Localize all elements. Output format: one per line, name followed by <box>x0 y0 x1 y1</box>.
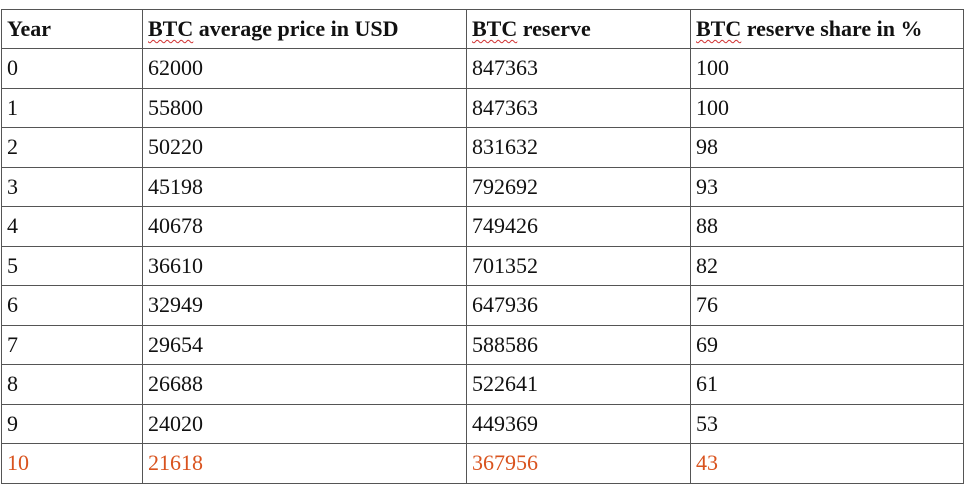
table-row: 6 32949 647936 76 <box>1 285 964 326</box>
table-header-row: Year BTC average price in USD BTC reserv… <box>1 9 964 49</box>
cell-btc-reserve: 522641 <box>466 364 691 405</box>
btc-reserve-table-container: Year BTC average price in USD BTC reserv… <box>1 9 964 484</box>
header-btc-reserve-share: BTC reserve share in % <box>690 9 964 49</box>
cell-year: 6 <box>1 285 143 326</box>
cell-btc-reserve-share: 93 <box>690 166 964 207</box>
cell-btc-reserve-share: 100 <box>690 87 964 128</box>
cell-btc-average-price: 55800 <box>142 87 467 128</box>
cell-btc-reserve: 847363 <box>466 87 691 128</box>
header-btc-average-price: BTC average price in USD <box>142 9 467 49</box>
cell-btc-average-price: 36610 <box>142 245 467 286</box>
cell-btc-reserve: 847363 <box>466 48 691 89</box>
table-body: 0 62000 847363 100 1 55800 847363 100 2 50220 8316… <box>1 48 964 484</box>
cell-year: 9 <box>1 403 143 444</box>
cell-btc-reserve: 701352 <box>466 245 691 286</box>
cell-btc-average-price: 45198 <box>142 166 467 207</box>
header-btc-reserve-marked: BTC <box>472 16 518 41</box>
cell-year: 1 <box>1 87 143 128</box>
cell-btc-average-price: 40678 <box>142 206 467 247</box>
cell-btc-average-price: 29654 <box>142 324 467 365</box>
table-row: 7 29654 588586 69 <box>1 324 964 365</box>
table-row: 0 62000 847363 100 <box>1 48 964 89</box>
cell-year: 2 <box>1 127 143 168</box>
cell-btc-average-price: 24020 <box>142 403 467 444</box>
cell-btc-average-price: 26688 <box>142 364 467 405</box>
table-row: 5 36610 701352 82 <box>1 245 964 286</box>
table-row: 8 26688 522641 61 <box>1 364 964 405</box>
cell-year: 0 <box>1 48 143 89</box>
header-year: Year <box>1 9 143 49</box>
cell-btc-reserve-share: 53 <box>690 403 964 444</box>
table-row: 2 50220 831632 98 <box>1 127 964 168</box>
table-row: 10 21618 367956 43 <box>1 443 964 484</box>
cell-year: 4 <box>1 206 143 247</box>
cell-btc-average-price: 50220 <box>142 127 467 168</box>
cell-btc-reserve: 449369 <box>466 403 691 444</box>
cell-btc-reserve-share: 88 <box>690 206 964 247</box>
btc-reserve-table: Year BTC average price in USD BTC reserv… <box>1 9 964 484</box>
cell-btc-average-price: 32949 <box>142 285 467 326</box>
cell-btc-reserve: 367956 <box>466 443 691 484</box>
cell-btc-reserve: 792692 <box>466 166 691 207</box>
cell-btc-reserve-share: 61 <box>690 364 964 405</box>
header-btc-reserve-label: reserve <box>517 16 591 41</box>
header-year-label: Year <box>7 16 51 41</box>
cell-btc-reserve: 647936 <box>466 285 691 326</box>
cell-btc-average-price: 62000 <box>142 48 467 89</box>
cell-btc-reserve-share: 76 <box>690 285 964 326</box>
cell-btc-reserve-share: 69 <box>690 324 964 365</box>
cell-btc-reserve-share: 43 <box>690 443 964 484</box>
header-btc-reserve-share-marked: BTC <box>696 16 742 41</box>
table-row: 3 45198 792692 93 <box>1 166 964 207</box>
table-row: 4 40678 749426 88 <box>1 206 964 247</box>
cell-btc-reserve: 588586 <box>466 324 691 365</box>
cell-year: 10 <box>1 443 143 484</box>
cell-year: 8 <box>1 364 143 405</box>
header-btc-average-price-marked: BTC <box>148 16 194 41</box>
header-btc-reserve: BTC reserve <box>466 9 691 49</box>
cell-btc-reserve: 749426 <box>466 206 691 247</box>
cell-btc-reserve-share: 98 <box>690 127 964 168</box>
cell-btc-reserve: 831632 <box>466 127 691 168</box>
table-row: 1 55800 847363 100 <box>1 87 964 128</box>
cell-btc-average-price: 21618 <box>142 443 467 484</box>
cell-year: 7 <box>1 324 143 365</box>
cell-year: 5 <box>1 245 143 286</box>
header-btc-reserve-share-label: reserve share in % <box>741 16 923 41</box>
cell-btc-reserve-share: 82 <box>690 245 964 286</box>
cell-btc-reserve-share: 100 <box>690 48 964 89</box>
cell-year: 3 <box>1 166 143 207</box>
header-btc-average-price-label: average price in USD <box>193 16 399 41</box>
table-row: 9 24020 449369 53 <box>1 403 964 444</box>
